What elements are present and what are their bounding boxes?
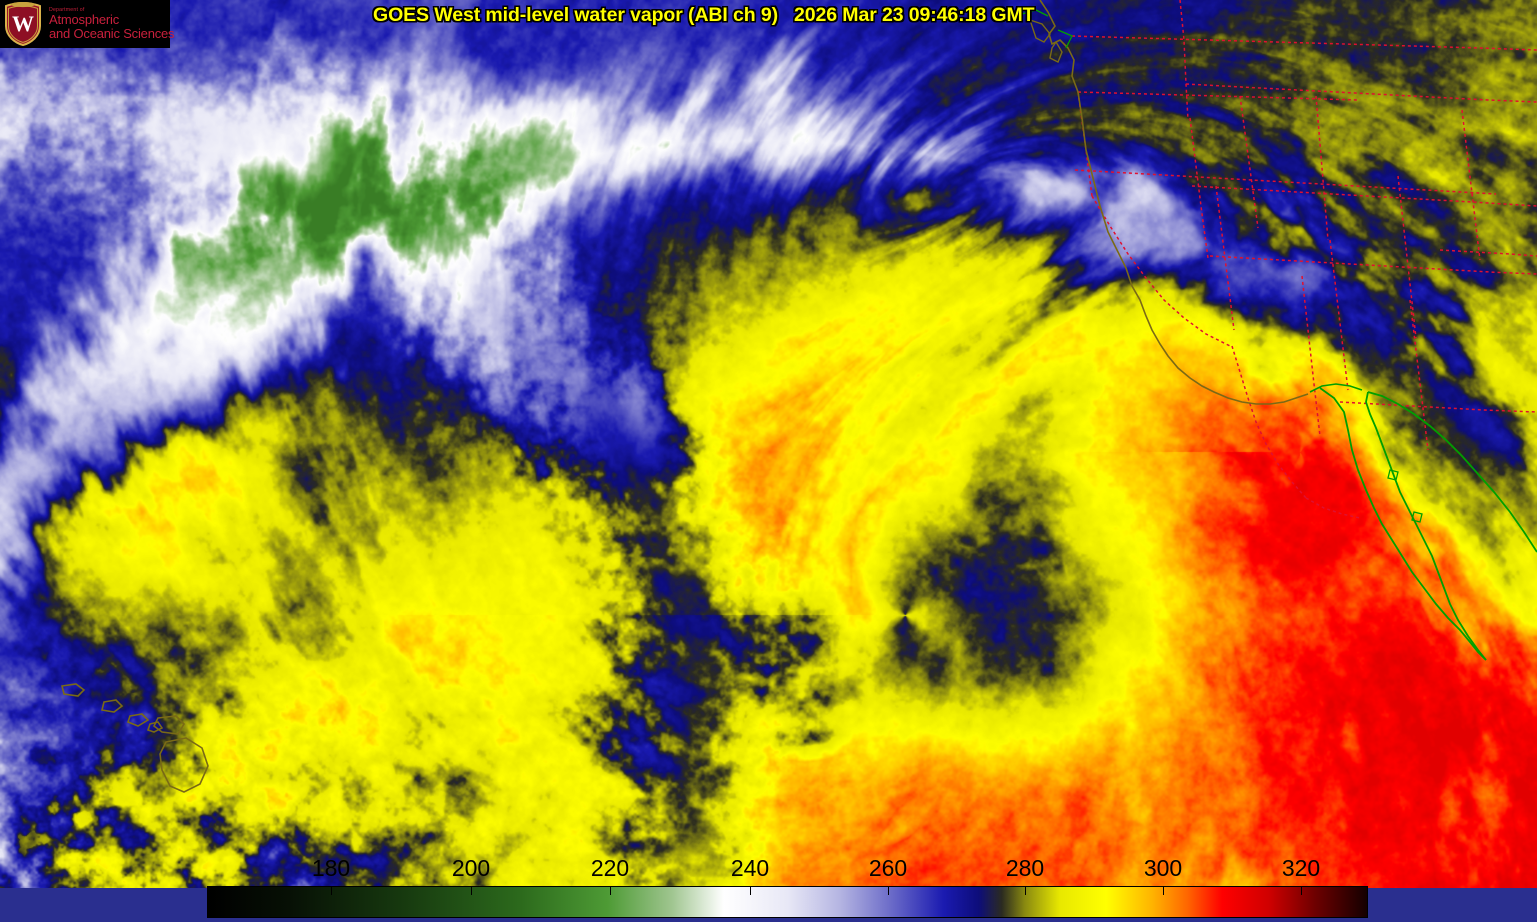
logo-text-block: Department of Atmospheric and Oceanic Sc…: [49, 7, 175, 41]
logo-dept-prefix: Department of: [49, 7, 85, 14]
temperature-colorbar[interactable]: [207, 886, 1368, 918]
water-vapor-raster[interactable]: [0, 0, 1537, 888]
colorbar-gradient: [208, 887, 1367, 917]
uw-crest-icon: W: [3, 2, 43, 46]
logo-line-oceanic: and Oceanic Sciences: [49, 25, 175, 41]
svg-text:W: W: [12, 11, 34, 36]
uw-aos-logo[interactable]: W Department of Atmospheric and Oceanic …: [0, 0, 175, 48]
logo-line-atmospheric: Atmospheric: [49, 12, 120, 28]
product-title: GOES West mid-level water vapor (ABI ch …: [373, 4, 1035, 26]
satellite-imagery-panel[interactable]: [0, 0, 1537, 888]
